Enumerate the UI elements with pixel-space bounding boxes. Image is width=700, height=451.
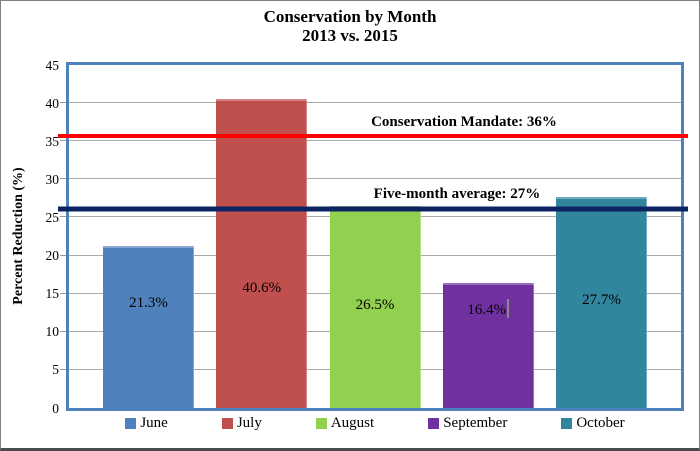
legend-label-august: August	[330, 415, 375, 431]
bar-value-label-september: 16.4%	[431, 299, 546, 319]
legend-label-october: October	[576, 415, 625, 431]
legend-swatch-june	[125, 418, 137, 429]
legend-swatch-august	[315, 418, 327, 429]
chart-title-block: Conservation by Month 2013 vs. 2015	[1, 7, 699, 45]
legend-swatch-september	[428, 418, 440, 429]
legend: June July August September October	[66, 415, 684, 432]
bar-value-label-october: 27.7%	[582, 292, 621, 308]
bar-series: 21.3% 40.6% 26.5% 16.4% 27.7%	[69, 65, 681, 408]
y-tick-label: 25	[45, 209, 60, 225]
y-tick-label: 0	[52, 400, 59, 416]
bar-september	[442, 283, 534, 408]
legend-item-june: June	[125, 415, 168, 432]
y-tick-label: 30	[45, 171, 60, 187]
bar-column-july: 40.6%	[216, 65, 308, 408]
y-tick-mark	[60, 254, 67, 256]
y-tick-label: 10	[45, 324, 60, 340]
five-month-average-line	[58, 206, 688, 212]
legend-item-october: October	[561, 415, 625, 432]
y-tick-label: 40	[45, 95, 60, 111]
legend-swatch-october	[561, 418, 573, 429]
bar-column-september: 16.4%	[442, 65, 534, 408]
conservation-mandate-annotation: Conservation Mandate: 36%	[371, 114, 557, 130]
legend-label-july: July	[236, 415, 262, 431]
legend-item-september: September	[428, 415, 507, 432]
gridline	[69, 102, 681, 104]
y-tick-label: 45	[45, 57, 60, 73]
chart-title: Conservation by Month	[263, 7, 437, 26]
plot-area: 21.3% 40.6% 26.5% 16.4% 27.7% Conservati…	[58, 62, 688, 411]
legend-item-july: July	[221, 415, 262, 432]
bar-column-october: 27.7%	[556, 65, 647, 408]
bar-value-label-july: 40.6%	[242, 280, 282, 296]
y-tick-mark	[60, 102, 67, 104]
y-tick-mark	[60, 292, 67, 294]
y-tick-label: 5	[52, 362, 59, 378]
legend-label-september: September	[443, 415, 508, 431]
bar-july	[216, 98, 308, 408]
legend-item-august: August	[315, 415, 375, 432]
five-month-average-annotation: Five-month average: 27%	[373, 186, 541, 202]
bar-value-label-june: 21.3%	[129, 295, 168, 311]
y-tick-mark	[60, 368, 67, 370]
y-tick-mark	[60, 140, 67, 142]
bar-column-june: 21.3%	[103, 65, 194, 408]
y-tick-label: 20	[45, 247, 60, 263]
y-axis-tick-labels: 0 5 10 15 20 25 30 35 40 45	[25, 58, 60, 414]
bar-august	[329, 206, 421, 408]
bar-column-august: 26.5%	[329, 65, 421, 408]
gridline	[69, 178, 681, 180]
y-tick-mark	[60, 330, 67, 332]
y-tick-mark	[60, 178, 67, 180]
bar-value-text-september: 16.4%	[467, 302, 507, 318]
conservation-mandate-line	[58, 133, 688, 138]
y-tick-label: 35	[45, 133, 60, 149]
bar-october	[556, 196, 647, 408]
y-tick-label: 15	[45, 285, 60, 301]
text-cursor-artifact	[507, 299, 510, 318]
chart-subtitle: 2013 vs. 2015	[302, 26, 398, 45]
legend-swatch-july	[221, 418, 233, 429]
bar-value-label-august: 26.5%	[355, 297, 395, 313]
gridline	[69, 140, 681, 142]
legend-label-june: June	[140, 415, 168, 431]
y-axis-tick-marks	[60, 65, 67, 408]
y-tick-mark	[60, 216, 67, 218]
bar-june	[103, 245, 194, 408]
